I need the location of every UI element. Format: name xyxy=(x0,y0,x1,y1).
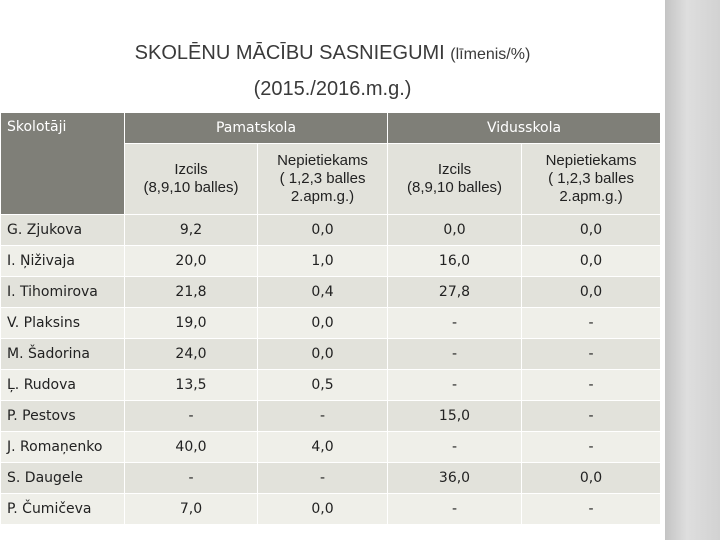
sub-header-line: Nepietiekams xyxy=(545,152,637,169)
value-cell: 0,0 xyxy=(387,214,523,246)
group-header-pamatskola: Pamatskola xyxy=(123,112,389,144)
sub-header-line: (8,9,10 balles) xyxy=(406,179,503,196)
value-cell: 0,0 xyxy=(521,276,662,308)
value-cell: 0,0 xyxy=(256,214,389,246)
value-cell: 7,0 xyxy=(124,493,258,525)
value-cell: 16,0 xyxy=(387,245,523,277)
value-cell: 13,5 xyxy=(124,369,258,401)
value-cell: - xyxy=(521,307,662,339)
results-table: Skolotāji Pamatskola Vidusskola Izcils (… xyxy=(0,112,662,525)
value-cell: - xyxy=(387,307,523,339)
value-cell: 0,4 xyxy=(256,276,389,308)
value-cell: 0,0 xyxy=(521,214,662,246)
value-cell: - xyxy=(124,462,258,494)
value-cell: 0,5 xyxy=(256,369,389,401)
value-cell: 36,0 xyxy=(387,462,523,494)
teachers-header: Skolotāji xyxy=(0,112,125,215)
table-row: V. Plaksins 19,0 0,0- - xyxy=(0,307,662,339)
table-row: M. Šadorina 24,0 0,0- - xyxy=(0,338,662,370)
table-row: P. Čumičeva 7,0 0,0- - xyxy=(0,493,662,525)
sub-header-line: Izcils xyxy=(437,161,472,178)
table-row: I. Ņiživaja 20,0 1,0 16,0 0,0 xyxy=(0,245,662,277)
value-cell: 0,0 xyxy=(521,245,662,277)
sub-header-line: ( 1,2,3 balles xyxy=(279,170,366,187)
value-cell: 1,0 xyxy=(256,245,389,277)
value-cell: - xyxy=(521,400,662,432)
value-cell: 0,0 xyxy=(256,338,389,370)
value-cell: 40,0 xyxy=(124,431,258,463)
sub-header-nepietiekams-vidusskola: Nepietiekams ( 1,2,3 balles 2.apm.g.) xyxy=(521,143,662,215)
value-cell: 20,0 xyxy=(124,245,258,277)
value-cell: 27,8 xyxy=(387,276,523,308)
table-row: I. Tihomirova 21,8 0,4 27,8 0,0 xyxy=(0,276,662,308)
value-cell: 9,2 xyxy=(124,214,258,246)
value-cell: 15,0 xyxy=(387,400,523,432)
title-line-2: (2015./2016.m.g.) xyxy=(253,78,412,100)
slide-title: SKOLĒNU MĀCĪBU SASNIEGUMI (līmenis/%) (2… xyxy=(0,40,665,104)
value-cell: - xyxy=(256,400,389,432)
teacher-name-cell: V. Plaksins xyxy=(0,307,125,339)
value-cell: - xyxy=(521,431,662,463)
sub-header-line: (8,9,10 balles) xyxy=(143,179,239,196)
teacher-name-cell: J. Romaņenko xyxy=(0,431,125,463)
value-cell: - xyxy=(387,369,523,401)
value-cell: 19,0 xyxy=(124,307,258,339)
sub-header-nepietiekams-pamatskola: Nepietiekams ( 1,2,3 balles 2.apm.g.) xyxy=(256,143,389,215)
teacher-name-cell: P. Pestovs xyxy=(0,400,125,432)
teacher-name-cell: P. Čumičeva xyxy=(0,493,125,525)
value-cell: - xyxy=(124,400,258,432)
title-unit: (līmenis/%) xyxy=(450,46,531,63)
value-cell: - xyxy=(387,338,523,370)
value-cell: 21,8 xyxy=(124,276,258,308)
sub-header-izcils-vidusskola: Izcils (8,9,10 balles) xyxy=(387,143,523,215)
value-cell: 0,0 xyxy=(521,462,662,494)
group-header-vidusskola: Vidusskola xyxy=(387,112,662,144)
table-row: J. Romaņenko 40,0 4,0- - xyxy=(0,431,662,463)
value-cell: 4,0 xyxy=(256,431,389,463)
table-body: G. Zjukova 9,2 0,0 0,0 0,0 I. Ņiživaja 20,0 1,0… xyxy=(0,214,662,525)
header-row-subgroups: Izcils (8,9,10 balles) Nepietiekams ( 1,… xyxy=(1,143,662,215)
sub-header-line: 2.apm.g.) xyxy=(290,188,355,205)
value-cell: - xyxy=(387,431,523,463)
header-row-groups: Skolotāji Pamatskola Vidusskola xyxy=(0,112,662,215)
teacher-name-cell: Ļ. Rudova xyxy=(0,369,125,401)
title-line-1: SKOLĒNU MĀCĪBU SASNIEGUMI (līmenis/%) xyxy=(0,40,665,68)
value-cell: - xyxy=(521,338,662,370)
value-cell: 24,0 xyxy=(124,338,258,370)
value-cell: - xyxy=(256,462,389,494)
sub-header-line: Nepietiekams xyxy=(277,152,368,169)
title-main: SKOLĒNU MĀCĪBU SASNIEGUMI xyxy=(134,42,445,64)
table-row: G. Zjukova 9,2 0,0 0,0 0,0 xyxy=(0,214,662,246)
table-row: P. Pestovs - -15,0- xyxy=(0,400,662,432)
sub-header-line: 2.apm.g.) xyxy=(559,188,623,205)
table-row: S. Daugele - -36,0 0,0 xyxy=(0,462,662,494)
value-cell: 0,0 xyxy=(256,493,389,525)
teacher-name-cell: I. Ņiživaja xyxy=(0,245,125,277)
value-cell: - xyxy=(387,493,523,525)
sub-header-line: ( 1,2,3 balles xyxy=(548,170,634,187)
sub-header-izcils-pamatskola: Izcils (8,9,10 balles) xyxy=(124,143,258,215)
teacher-name-cell: S. Daugele xyxy=(0,462,125,494)
value-cell: - xyxy=(521,493,662,525)
teacher-name-cell: I. Tihomirova xyxy=(0,276,125,308)
value-cell: - xyxy=(521,369,662,401)
table-row: Ļ. Rudova 13,5 0,5- - xyxy=(0,369,662,401)
teacher-name-cell: M. Šadorina xyxy=(0,338,125,370)
side-decorative-band xyxy=(665,0,720,540)
teacher-name-cell: G. Zjukova xyxy=(0,214,125,246)
sub-header-line: Izcils xyxy=(174,161,208,178)
value-cell: 0,0 xyxy=(256,307,389,339)
